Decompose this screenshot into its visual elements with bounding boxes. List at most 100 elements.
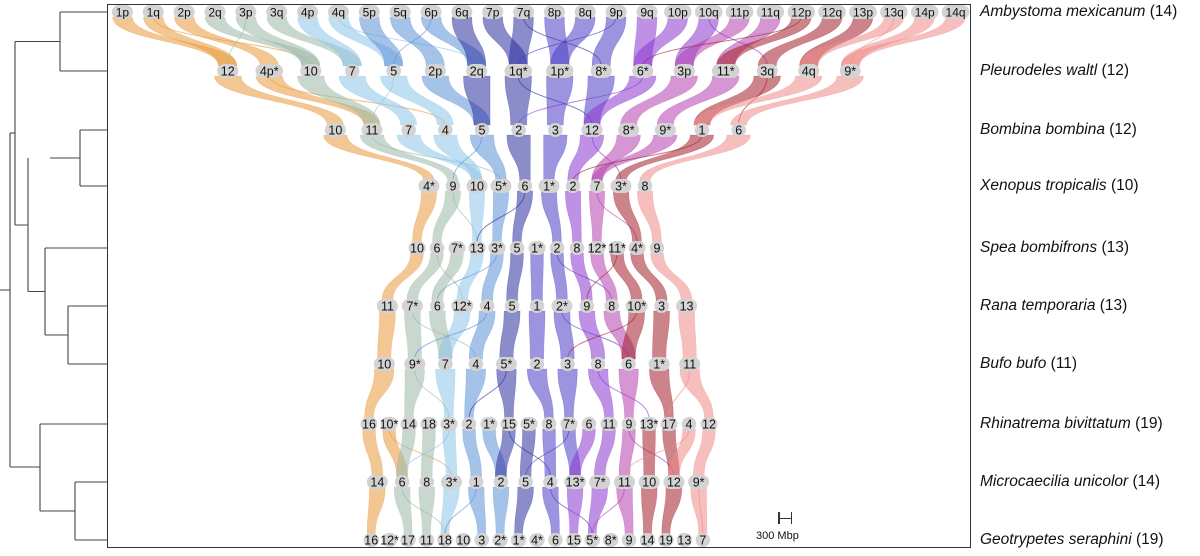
- synteny-ribbon: [693, 75, 823, 126]
- chromosome-label: 12*: [380, 534, 399, 548]
- chromosome-label: 4*: [423, 180, 435, 194]
- synteny-ribbon: [588, 368, 614, 420]
- chromosome-bar: [664, 5, 692, 19]
- chromosome-label: 1*: [653, 358, 665, 372]
- chromosome-bar: [451, 299, 474, 313]
- chromosome-bar: [513, 5, 535, 19]
- synteny-ribbon: [541, 190, 562, 244]
- chromosome-bar: [880, 5, 908, 19]
- chromosome-label: 10*: [627, 300, 646, 314]
- synteny-ribbon: [542, 486, 560, 536]
- chromosome-bar: [474, 533, 489, 547]
- chromosome-bar: [681, 417, 697, 431]
- synteny-ribbon: [528, 310, 546, 360]
- chromosome-label: 6: [434, 242, 441, 256]
- chromosome-label: 9: [583, 300, 590, 314]
- chromosome-label: 13: [470, 242, 484, 256]
- synteny-ribbon: [504, 75, 532, 126]
- chromosome-label: 1q*: [509, 65, 528, 79]
- chromosome-label: 14: [641, 534, 655, 548]
- chromosome-label: 2*: [494, 534, 506, 548]
- chromosome-bar: [480, 417, 498, 431]
- synteny-ribbon: [469, 190, 485, 244]
- chromosome-label: 10: [304, 65, 318, 79]
- chromosome-bar: [543, 5, 565, 19]
- chromosome-label: 15: [502, 418, 516, 432]
- chromosome-bar: [430, 299, 445, 313]
- synteny-ribbon: [377, 310, 396, 360]
- chromosome-label: 14: [370, 476, 384, 490]
- chromosome-label: 5: [479, 124, 486, 138]
- synteny-ribbon: [143, 16, 238, 67]
- chromosome-label: 14p: [915, 6, 935, 20]
- chromosome-label: 8*: [595, 65, 607, 79]
- chromosome-count: (12): [1097, 62, 1130, 79]
- synteny-ribbon: [432, 190, 461, 244]
- chromosome-label: 11*: [717, 65, 735, 79]
- chromosome-label: 1q: [147, 6, 160, 20]
- species-name: Xenopus tropicalis: [980, 177, 1107, 194]
- chromosome-bar: [419, 475, 435, 489]
- synteny-ribbon: [594, 428, 616, 478]
- chromosome-label: 6: [434, 300, 441, 314]
- chromosome-label: 8p: [548, 6, 562, 20]
- chromosome-label: 1: [534, 300, 541, 314]
- chromosome-label: 7: [699, 534, 706, 548]
- chromosome-bar: [632, 64, 654, 78]
- chromosome-label: 7q: [517, 6, 530, 20]
- chromosome-label: 4*: [631, 242, 643, 256]
- species-name: Rhinatrema bivittatum: [980, 415, 1131, 432]
- chromosome-label: 11: [381, 300, 394, 314]
- chromosome-bar: [700, 417, 718, 431]
- synteny-ribbon: [578, 310, 606, 360]
- chromosome-bar: [490, 179, 512, 193]
- chromosome-bar: [621, 417, 637, 431]
- chromosome-label: 18: [438, 534, 452, 548]
- synteny-link: [567, 310, 638, 360]
- chromosome-bar: [560, 417, 578, 431]
- synteny-link: [642, 16, 802, 67]
- chromosome-label: 3*: [615, 180, 627, 194]
- chromosome-label: 4q: [332, 6, 345, 20]
- species-label: Rana temporaria (13): [980, 297, 1127, 315]
- chromosome-label: 2: [534, 358, 541, 372]
- chromosome-label: 7: [349, 65, 356, 79]
- chromosome-label: 2: [554, 242, 561, 256]
- chromosome-bar: [438, 123, 453, 137]
- chromosome-bar: [560, 357, 575, 371]
- synteny-ribbon: [496, 368, 517, 420]
- chromosome-bar: [628, 241, 646, 255]
- chromosome-label: 7*: [451, 242, 463, 256]
- chromosome-label: 12p: [791, 6, 811, 20]
- chromosome-label: 10: [328, 124, 342, 138]
- chromosome-label: 10*: [380, 418, 399, 432]
- chromosome-bar: [455, 533, 472, 547]
- synteny-ribbon: [633, 16, 689, 67]
- chromosome-count: (12): [1104, 121, 1137, 138]
- chromosome-label: 2q: [470, 65, 484, 79]
- chromosome-label: 2: [466, 418, 473, 432]
- chromosome-bar: [479, 299, 495, 313]
- synteny-ribbon: [462, 428, 482, 478]
- chromosome-bar: [482, 5, 504, 19]
- chromosome-bar: [640, 417, 658, 431]
- species-label: Spea bombifrons (13): [980, 239, 1129, 257]
- chromosome-bar: [566, 533, 582, 547]
- chromosome-label: 1*: [483, 418, 495, 432]
- synteny-ribbon: [557, 368, 578, 420]
- synteny-ribbon: [630, 252, 668, 302]
- chromosome-bar: [548, 533, 563, 547]
- chromosome-label: 5*: [586, 534, 598, 548]
- chromosome-bar: [546, 64, 574, 78]
- species-name: Bombina bombina: [980, 121, 1105, 138]
- chromosome-bar: [621, 357, 636, 371]
- chromosome-label: 7: [594, 180, 601, 194]
- chromosome-label: 5q: [393, 6, 406, 20]
- synteny-link: [624, 428, 690, 478]
- synteny-link: [476, 190, 526, 244]
- synteny-ribbon: [641, 486, 658, 536]
- chromosome-bar: [618, 123, 640, 137]
- chromosome-label: 9*: [409, 358, 421, 372]
- synteny-ribbon: [506, 252, 524, 302]
- chromosome-label: 19: [659, 534, 673, 548]
